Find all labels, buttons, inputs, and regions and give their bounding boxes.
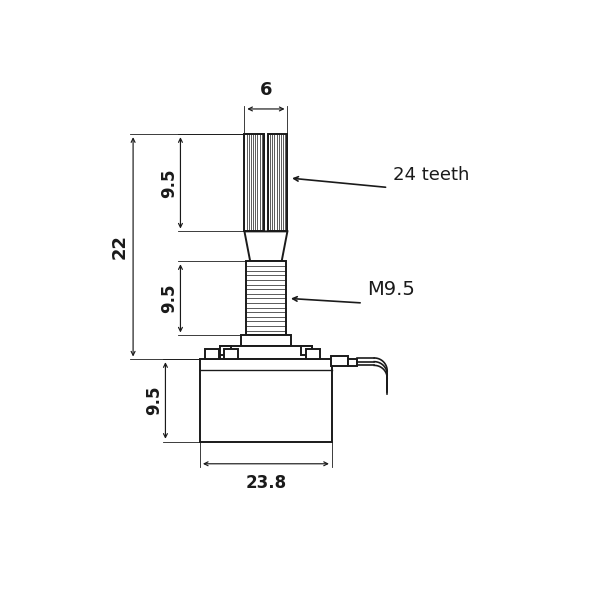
Text: 22: 22 (110, 235, 128, 259)
Text: 23.8: 23.8 (245, 474, 286, 492)
Text: 6: 6 (260, 81, 272, 99)
Bar (220, 346, 312, 359)
Bar (205, 349, 218, 359)
Text: 9.5: 9.5 (160, 168, 178, 197)
Bar (301, 346, 312, 355)
Bar (307, 349, 320, 359)
Text: 24 teeth: 24 teeth (393, 166, 469, 184)
Bar (224, 349, 238, 359)
Text: 9.5: 9.5 (160, 284, 178, 313)
Bar (220, 346, 231, 355)
Bar (244, 134, 264, 232)
Bar (349, 359, 357, 366)
Bar (241, 335, 291, 346)
Polygon shape (244, 232, 287, 262)
Text: M9.5: M9.5 (368, 280, 415, 299)
Bar (268, 134, 287, 232)
Bar (245, 262, 286, 335)
Text: 9.5: 9.5 (145, 386, 163, 415)
Bar (331, 356, 349, 366)
Bar (200, 359, 332, 442)
